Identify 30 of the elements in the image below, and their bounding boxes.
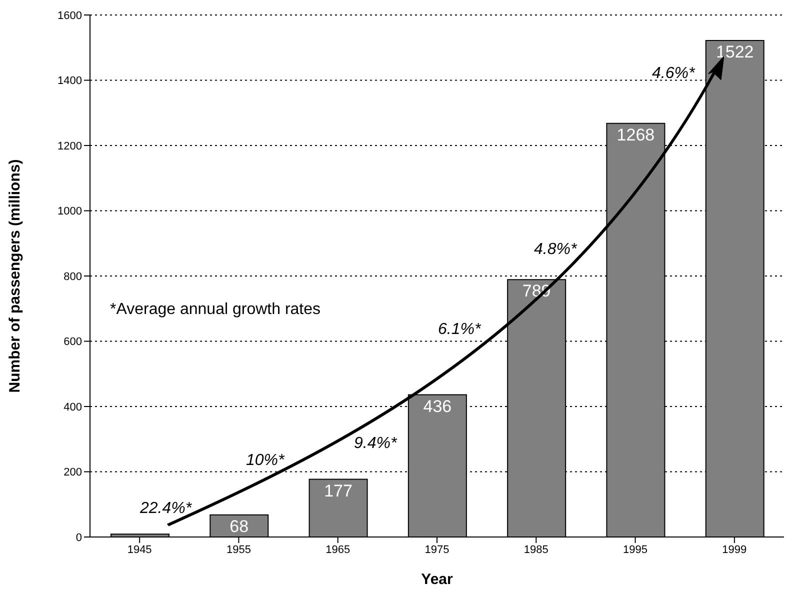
x-tick-label: 1965 xyxy=(326,544,350,556)
y-tick-label: 200 xyxy=(64,466,82,479)
y-tick-label: 400 xyxy=(64,401,82,414)
y-tick-label: 1600 xyxy=(58,10,82,22)
y-axis-title: Number of passengers (millions) xyxy=(6,159,24,393)
x-tick-label: 1975 xyxy=(424,544,450,556)
annotation: 4.6%* xyxy=(652,65,696,82)
y-tick-label: 1200 xyxy=(58,140,82,152)
annotation: 4.8%* xyxy=(534,241,578,258)
y-tick-label: 1000 xyxy=(58,206,82,218)
x-tick-label: 1999 xyxy=(722,544,747,556)
x-axis-title: Year xyxy=(421,571,454,588)
x-tick-label: 1945 xyxy=(127,544,152,556)
data-label: 177 xyxy=(324,481,352,500)
annotation: 10%* xyxy=(246,452,286,469)
data-label: 436 xyxy=(423,396,452,416)
annotation: 9.4%* xyxy=(354,435,398,452)
annotation: 22.4%* xyxy=(139,500,192,517)
annotation: 6.1%* xyxy=(438,321,482,338)
x-tick-label: 1955 xyxy=(226,544,251,556)
y-tick-label: 1400 xyxy=(58,75,82,88)
data-label: 68 xyxy=(230,516,249,536)
y-tick-label: 800 xyxy=(64,270,82,283)
x-tick-label: 1985 xyxy=(524,544,548,556)
data-label: 1522 xyxy=(716,42,754,62)
y-tick-label: 0 xyxy=(76,532,82,544)
y-tick-label: 600 xyxy=(64,336,82,348)
x-tick-label: 1995 xyxy=(623,544,648,556)
annotation: *Average annual growth rates xyxy=(110,301,321,318)
data-label: 1268 xyxy=(616,125,655,144)
